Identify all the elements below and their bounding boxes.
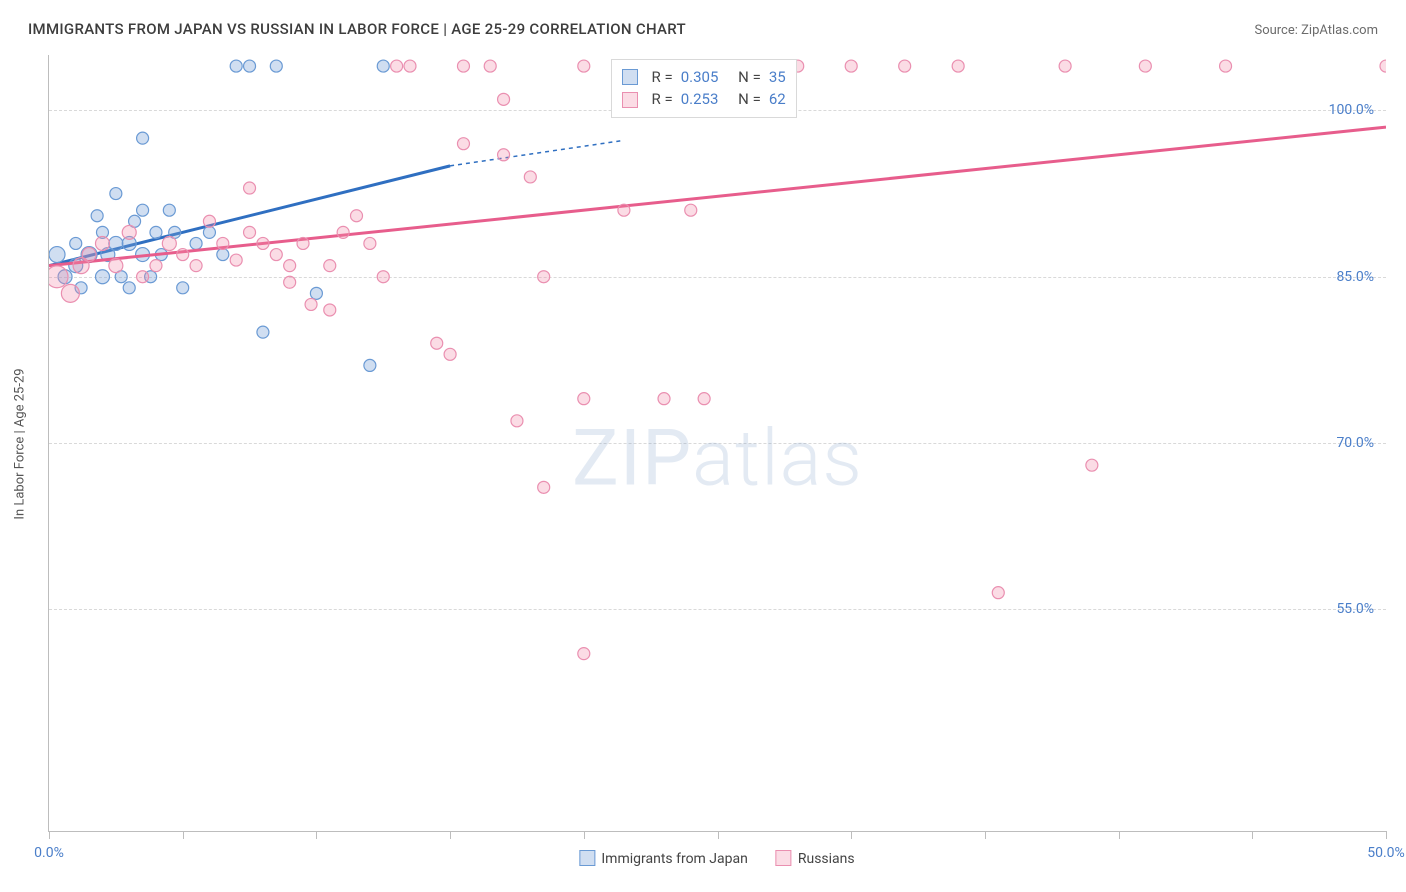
- x-tick: [1386, 831, 1387, 839]
- x-tick: [584, 831, 585, 839]
- x-tick-label: 50.0%: [1367, 845, 1405, 861]
- legend-item: Immigrants from Japan: [579, 850, 747, 867]
- x-tick: [1252, 831, 1253, 839]
- correlation-row-japan: R = 0.305 N = 35: [622, 66, 786, 89]
- correlation-row-russians: R = 0.253 N = 62: [622, 88, 786, 111]
- chart-title: IMMIGRANTS FROM JAPAN VS RUSSIAN IN LABO…: [28, 20, 686, 38]
- x-tick: [1119, 831, 1120, 839]
- plot-area: ZIPatlas R = 0.305 N = 35 R = 0.253 N = …: [48, 55, 1386, 832]
- legend-marker-icon: [622, 69, 638, 85]
- y-axis-title: In Labor Force | Age 25-29: [13, 368, 28, 519]
- legend-marker-icon: [622, 92, 638, 108]
- x-tick: [49, 831, 50, 839]
- x-tick: [316, 831, 317, 839]
- x-tick: [183, 831, 184, 839]
- source-label: Source: ZipAtlas.com: [1254, 23, 1378, 38]
- x-tick: [985, 831, 986, 839]
- correlation-box: R = 0.305 N = 35 R = 0.253 N = 62: [611, 59, 797, 118]
- x-tick-label: 0.0%: [34, 845, 64, 861]
- x-tick: [450, 831, 451, 839]
- legend-marker-icon: [579, 850, 595, 866]
- x-tick: [718, 831, 719, 839]
- legend: Immigrants from Japan Russians: [579, 850, 854, 867]
- legend-item: Russians: [776, 850, 855, 867]
- x-tick: [851, 831, 852, 839]
- legend-marker-icon: [776, 850, 792, 866]
- chart-header: IMMIGRANTS FROM JAPAN VS RUSSIAN IN LABO…: [0, 0, 1406, 46]
